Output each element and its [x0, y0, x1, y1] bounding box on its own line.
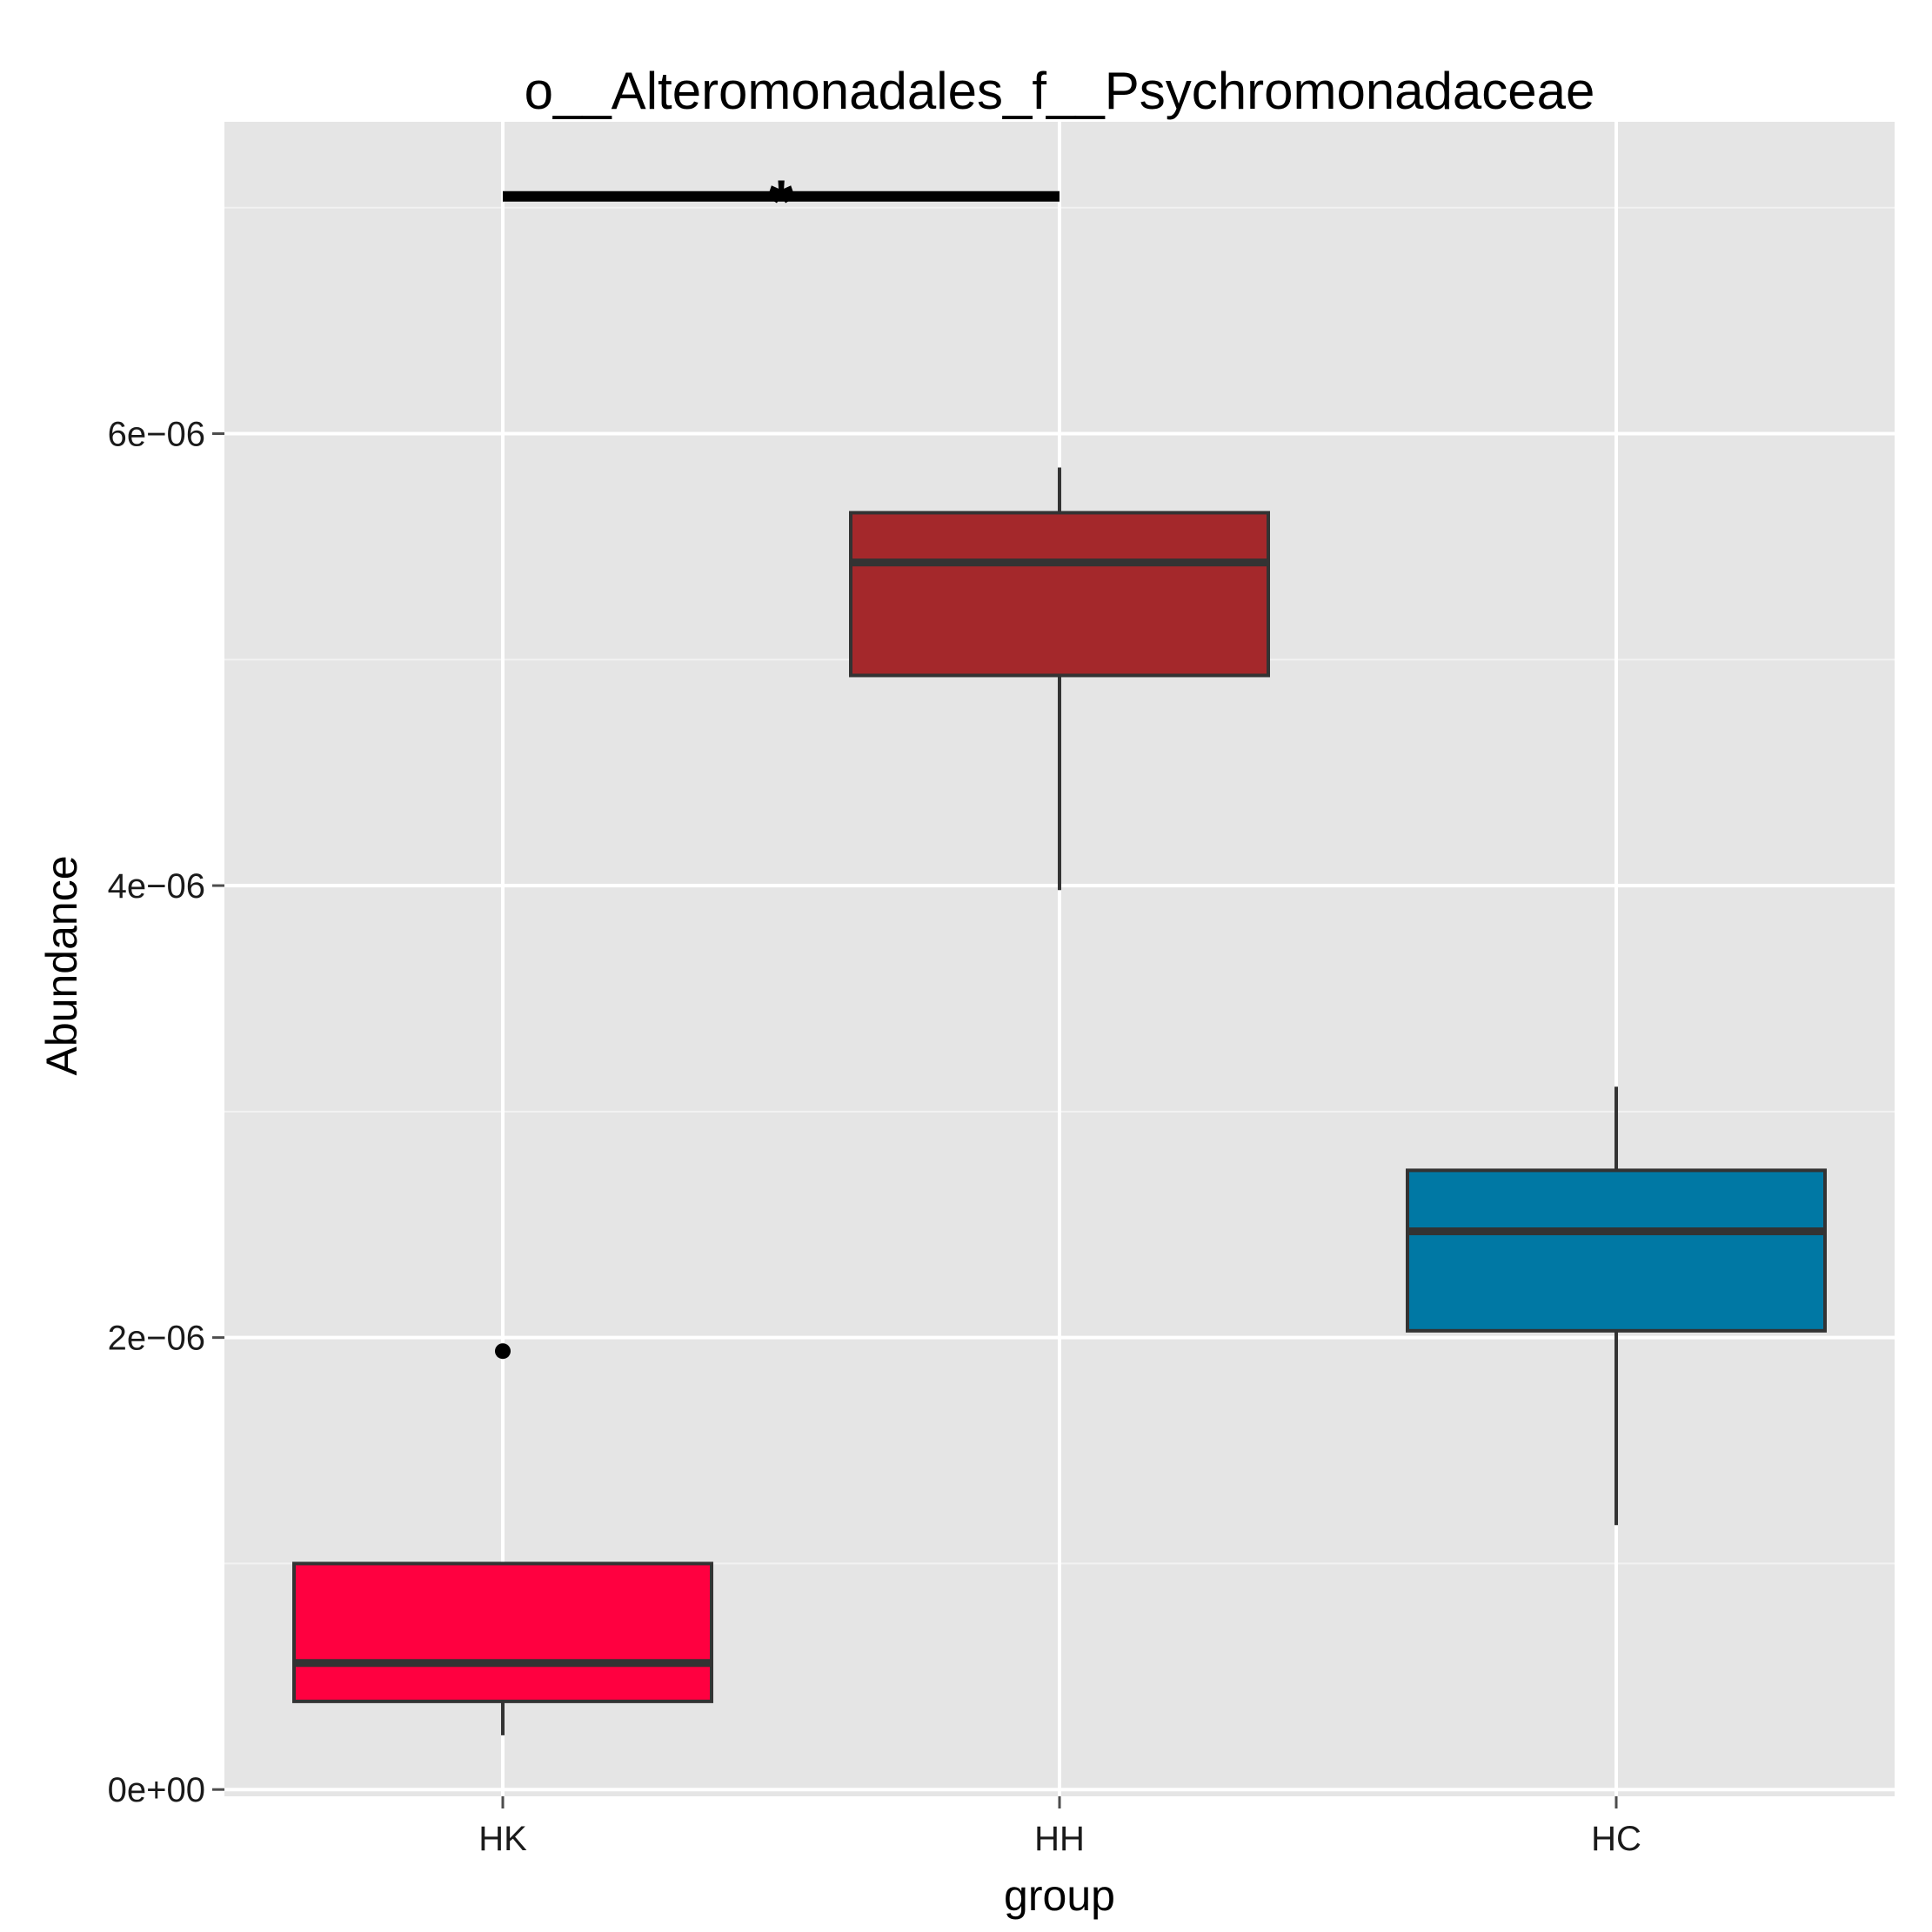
x-axis-title: group: [1004, 1871, 1115, 1920]
box-body: [849, 511, 1270, 678]
significance-label: *: [769, 168, 793, 236]
y-axis-title: Abundance: [37, 855, 86, 1075]
x-tick-label: HK: [478, 1820, 527, 1858]
outlier-point: [495, 1343, 511, 1360]
y-tick-label: 4e−06: [108, 867, 205, 906]
x-axis: HK HH HC: [478, 1796, 1641, 1858]
y-tick-label: 6e−06: [108, 416, 205, 454]
y-tick-label: 0e+00: [108, 1771, 205, 1809]
box-body: [292, 1561, 713, 1703]
box-hh: [849, 467, 1270, 891]
chart-title: o__Alteromonadales_f__Psychromonadaceae: [525, 62, 1595, 120]
boxes-layer: [292, 467, 1827, 1735]
x-tick-label: HC: [1591, 1820, 1641, 1858]
box-body: [1406, 1168, 1827, 1333]
x-tick-label: HH: [1034, 1820, 1085, 1858]
y-axis: 0e+00 2e−06 4e−06 6e−06: [108, 416, 224, 1809]
box-hk: [292, 1343, 713, 1735]
y-tick-label: 2e−06: [108, 1320, 205, 1358]
significance-layer: *: [503, 168, 1060, 236]
box-hc: [1406, 1086, 1827, 1526]
